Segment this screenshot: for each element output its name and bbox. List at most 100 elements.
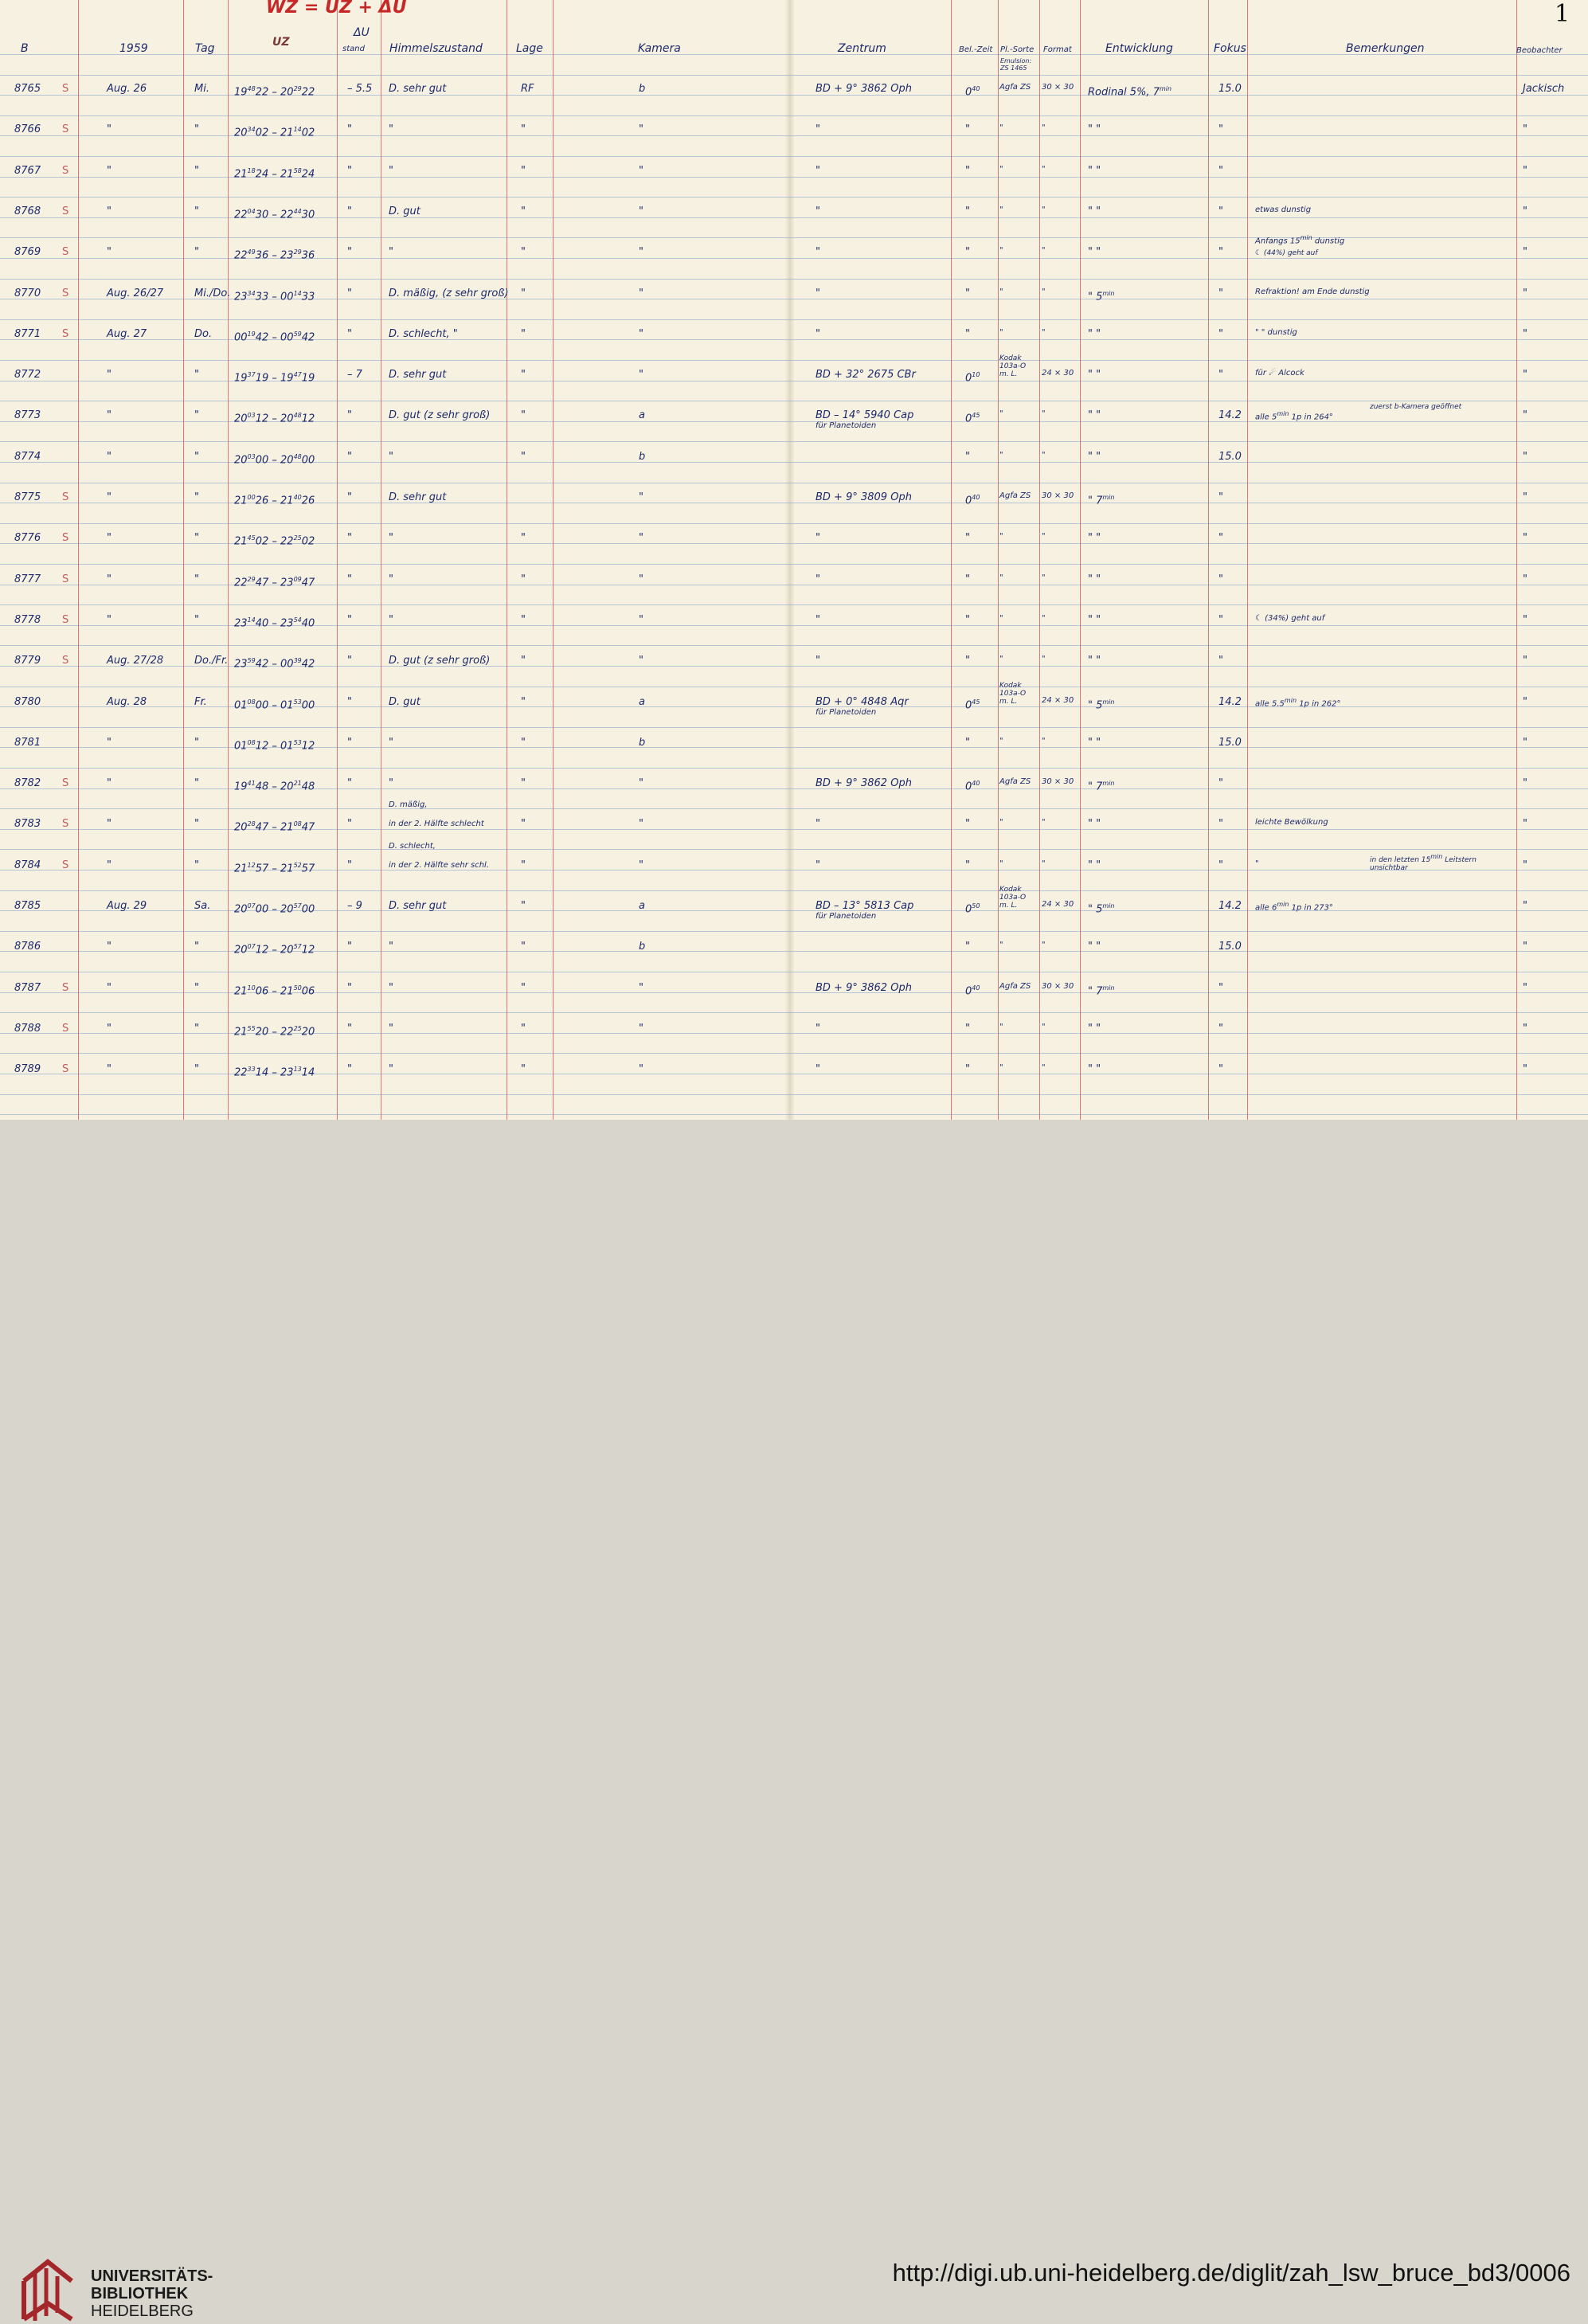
cell-uz: 202847 – 210847 [234,820,315,834]
cell-nr: 8777 [14,573,41,585]
ruled-line [0,421,1588,422]
cell-himmel: D. gut (z sehr groß) [389,409,491,421]
cell-nr: 8781 [14,737,41,749]
cell-bel: " [965,859,970,871]
cell-bel: " [965,328,970,340]
cell-uz: 220430 – 224430 [234,208,315,221]
cell-stand: – 7 [347,369,362,381]
cell-tag: " [194,205,199,217]
cell-date: " [107,1063,111,1075]
cell-uz: 210026 – 214026 [234,494,315,507]
ruled-line [0,523,1588,524]
cell-zentrum: BD + 9° 3862 Oph [816,777,912,789]
ruled-line [0,1033,1588,1034]
header-bel-zeit: Bel.-Zeit [959,45,993,54]
cell-tag: " [194,982,199,994]
cell-beob: " [1523,859,1527,871]
cell-tag: " [194,573,199,585]
cell-beob: " [1523,900,1527,912]
cell-bel: 045 [965,412,980,425]
cell-kamera: " [639,288,643,299]
cell-kamera: b [639,737,646,749]
header-emulsion: Emulsion: ZS 1465 [1000,57,1032,72]
cell-entw: " " [1088,369,1101,381]
cell-zentrum: " [816,288,820,299]
cell-tag: Fr. [194,696,207,708]
cell-fokus: 14.2 [1218,900,1242,912]
cell-bem: leichte Bewölkung [1255,818,1328,827]
cell-lage: " [521,900,526,912]
cell-bem: für ☄ Alcock [1255,369,1304,378]
cell-beob: " [1523,1063,1527,1075]
cell-himmel: D. sehr gut [389,900,447,912]
cell-zentrum: BD – 13° 5813 Cap [816,900,914,912]
ruled-line [0,156,1588,157]
cell-zentrum: " [816,573,820,585]
cell-zentrum: BD + 9° 3862 Oph [816,83,912,95]
cell-s: S [62,328,69,340]
cell-bem: " [1255,859,1259,868]
cell-s: S [62,818,69,830]
cell-entw: " " [1088,165,1101,177]
cell-entw: " 5min [1088,902,1115,916]
cell-pl: " [999,941,1003,949]
cell-uz: 001942 – 005942 [234,331,315,344]
cell-fokus: " [1218,369,1223,381]
cell-uz: 194822 – 202922 [234,85,315,99]
cell-himmel: in der 2. Hälfte sehr schl. [389,861,489,870]
cell-himmel: D. gut [389,205,420,217]
ruled-line [0,279,1588,280]
cell-date: " [107,165,111,177]
cell-tag: " [194,451,199,463]
cell-s: S [62,83,69,95]
cell-lage: " [521,614,526,626]
cell-beob: " [1523,288,1527,299]
cell-zentrum: " [816,205,820,217]
cell-entw: " " [1088,818,1101,830]
cell-fmt: " [1042,328,1046,337]
cell-pl: " [999,123,1003,132]
cell-s: S [62,288,69,299]
cell-stand: " [347,328,352,340]
cell-kamera: " [639,369,643,381]
cell-entw: " " [1088,859,1101,871]
column-rule [1208,0,1209,1120]
cell-himmel: D. sehr gut [389,83,447,95]
cell-pl: " [999,737,1003,745]
cell-date: Aug. 26 [107,83,147,95]
ruled-line [0,747,1588,748]
header-delta-u: ΔU [354,26,370,39]
cell-himmel: " [389,1023,393,1035]
column-rule [998,0,999,1120]
cell-himmel: " [389,532,393,544]
ruled-line [0,115,1588,116]
cell-bel: " [965,205,970,217]
cell-date: " [107,1023,111,1035]
cell-pl: " [999,1063,1003,1072]
cell-pl: " [999,246,1003,255]
cell-bem: alle 6min 1p in 273° [1255,901,1333,913]
cell-zentrum: " [816,655,820,667]
cell-fmt: 24 × 30 [1042,369,1074,378]
source-url[interactable]: http://digi.ub.uni-heidelberg.de/diglit/… [892,2259,1570,2287]
cell-nr: 8779 [14,655,41,667]
ruled-line [0,788,1588,789]
header-pl-sorte: Pl.-Sorte [1000,45,1035,54]
cell-pl: " [999,655,1003,663]
ruled-line [0,54,1588,55]
ruled-line [0,1012,1588,1013]
cell-s: S [62,1023,69,1035]
column-rule [1080,0,1081,1120]
cell-tag: " [194,165,199,177]
cell-fokus: " [1218,491,1223,503]
cell-stand: – 5.5 [347,83,373,95]
column-rule [1247,0,1248,1120]
cell-entw: Rodinal 5%, 7min [1088,85,1172,99]
cell-nr: 8784 [14,859,41,871]
header-zentrum: Zentrum [838,42,886,55]
cell-tag: " [194,941,199,953]
ruled-line [0,829,1588,830]
ruled-line [0,360,1588,361]
cell-beob: " [1523,451,1527,463]
cell-pl: " [999,451,1003,460]
